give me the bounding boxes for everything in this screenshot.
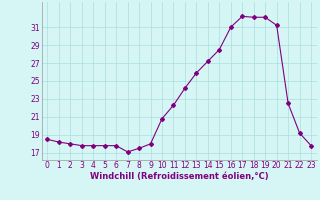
- X-axis label: Windchill (Refroidissement éolien,°C): Windchill (Refroidissement éolien,°C): [90, 172, 268, 181]
